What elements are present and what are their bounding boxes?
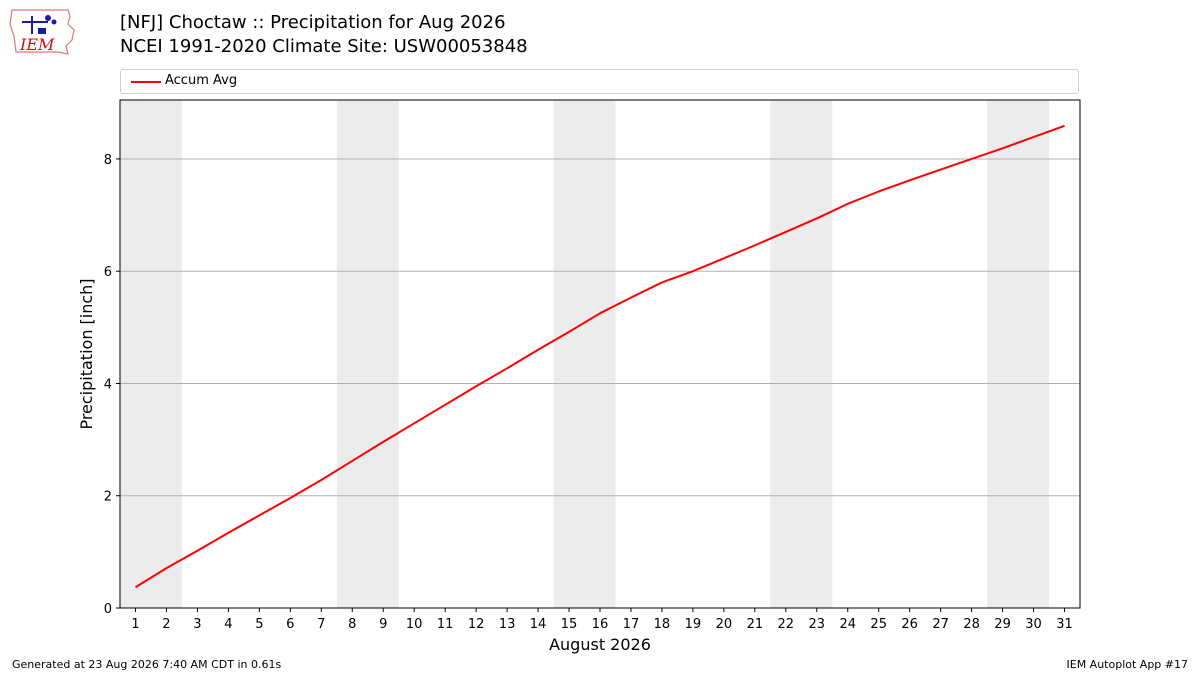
series-lines — [134, 124, 1065, 589]
x-tick-label: 4 — [224, 617, 232, 632]
x-axis-ticks: 1 2 3 4 5 6 7 8 9 10 11 12 13 14 15 16 17 18 19 20 21 22 23 24 2… — [131, 608, 1073, 632]
y-tick-label: 6 — [104, 265, 112, 280]
x-tick-label: 19 — [685, 617, 702, 632]
x-tick-label: 21 — [747, 617, 764, 632]
weekend-band — [120, 100, 182, 608]
chart-subtitle: NCEI 1991-2020 Climate Site: USW00053848 — [120, 36, 528, 57]
weather-station-icon — [22, 15, 57, 34]
chart-legend: Accum Avg — [120, 69, 1079, 94]
x-tick-label: 31 — [1056, 617, 1073, 632]
x-tick-label: 2 — [162, 617, 170, 632]
weekend-band — [336, 100, 399, 608]
app-footer: IEM Autoplot App #17 — [1066, 658, 1189, 671]
y-tick-label: 8 — [104, 153, 112, 168]
x-tick-label: 1 — [131, 617, 139, 632]
y-tick-label: 4 — [104, 377, 112, 392]
x-tick-label: 16 — [592, 617, 609, 632]
iem-logo: IEM — [9, 9, 75, 55]
x-tick-label: 14 — [530, 617, 547, 632]
legend-label-accum-avg: Accum Avg — [165, 73, 238, 88]
y-tick-label: 0 — [104, 602, 112, 617]
x-tick-label: 8 — [348, 617, 356, 632]
generated-footer: Generated at 23 Aug 2026 7:40 AM CDT in … — [12, 658, 282, 671]
x-tick-label: 12 — [468, 617, 485, 632]
x-tick-label: 17 — [623, 617, 640, 632]
x-tick-label: 25 — [870, 617, 887, 632]
x-tick-label: 20 — [716, 617, 733, 632]
x-tick-label: 6 — [286, 617, 294, 632]
logo-text: IEM — [19, 35, 55, 54]
x-tick-label: 5 — [255, 617, 263, 632]
y-tick-label: 2 — [104, 490, 112, 505]
grid-lines — [120, 158, 1080, 497]
x-tick-label: 28 — [963, 617, 980, 632]
x-tick-label: 26 — [901, 617, 918, 632]
x-tick-label: 9 — [379, 617, 387, 632]
x-axis-label: August 2026 — [549, 635, 651, 654]
y-axis-label: Precipitation [inch] — [77, 278, 96, 429]
x-tick-label: 15 — [561, 617, 578, 632]
weekend-bands — [120, 100, 1050, 608]
x-tick-label: 27 — [932, 617, 949, 632]
weekend-band — [553, 100, 616, 608]
chart-title: [NFJ] Choctaw :: Precipitation for Aug 2… — [120, 12, 506, 33]
x-tick-label: 18 — [654, 617, 671, 632]
x-tick-label: 13 — [499, 617, 516, 632]
weekend-band — [987, 100, 1050, 608]
x-tick-label: 10 — [406, 617, 423, 632]
y-axis-ticks: 0 2 4 6 8 — [104, 153, 120, 617]
x-tick-label: 7 — [317, 617, 325, 632]
x-tick-label: 22 — [778, 617, 795, 632]
x-tick-label: 11 — [437, 617, 454, 632]
x-tick-label: 24 — [839, 617, 856, 632]
x-tick-label: 3 — [193, 617, 201, 632]
weekend-band — [770, 100, 833, 608]
x-tick-label: 23 — [809, 617, 826, 632]
legend-swatch-accum-avg — [131, 81, 161, 83]
x-tick-label: 29 — [994, 617, 1011, 632]
x-tick-label: 30 — [1025, 617, 1042, 632]
series-line-accum-avg — [134, 124, 1065, 589]
